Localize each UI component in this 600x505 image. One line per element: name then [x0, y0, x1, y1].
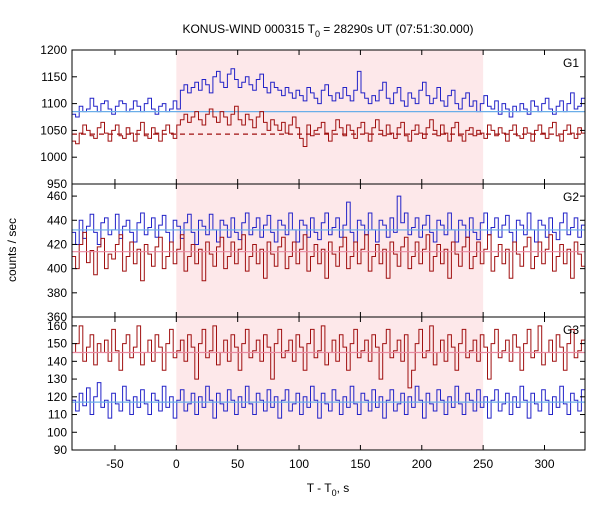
- y-tick-label: 400: [47, 262, 67, 276]
- y-tick-label: 1150: [41, 70, 67, 84]
- y-tick-label: 380: [47, 286, 67, 300]
- series-blue-line: [72, 195, 585, 245]
- y-tick-label: 440: [47, 213, 67, 227]
- y-tick-label: 120: [47, 390, 67, 404]
- series-red-line: [72, 105, 585, 147]
- panel-g1: 950 1000 1050 1100 1150 1200 G1: [40, 43, 586, 191]
- y-tick-label: 360: [47, 310, 67, 324]
- y-axis-label: counts / sec: [5, 218, 19, 282]
- x-tick-label: 200: [412, 457, 432, 471]
- y-tick-label: 160: [47, 319, 67, 333]
- y-tick-label: 150: [47, 337, 67, 351]
- y-tick-label: 90: [54, 443, 68, 457]
- panel-plot-area: [72, 68, 585, 147]
- panel-g2: 360 380 400 420 440 460 G2: [47, 183, 586, 324]
- x-tick-label: 0: [173, 457, 180, 471]
- series-red-line: [72, 231, 585, 282]
- y-tick-label: 130: [47, 372, 67, 386]
- panel-label: G1: [563, 56, 579, 70]
- y-tick-label: 460: [47, 189, 67, 203]
- panel-label: G3: [563, 323, 579, 337]
- x-tick-label: 50: [231, 457, 245, 471]
- panel-frame: [71, 316, 586, 451]
- series-blue-line: [72, 382, 585, 419]
- x-tick-label: 300: [534, 457, 554, 471]
- y-tick-label: 110: [48, 408, 67, 422]
- y-tick-label: 1000: [40, 150, 67, 164]
- highlight-region: [176, 50, 484, 184]
- panel-plot-area: [72, 195, 585, 282]
- series-red-line: [72, 325, 585, 389]
- x-tick-label: 250: [473, 457, 493, 471]
- y-tick-label: 950: [47, 177, 67, 191]
- highlight-region: [176, 184, 484, 317]
- panel-g3: 90 100 110 120 130 140 150 160 G3: [47, 316, 586, 457]
- y-tick-label: 140: [47, 354, 67, 368]
- panel-plot-area: [72, 325, 585, 419]
- x-tick-label: 150: [350, 457, 370, 471]
- series-blue-line: [72, 68, 585, 118]
- y-tick-label: 1050: [40, 123, 67, 137]
- panel-label: G2: [563, 190, 579, 204]
- y-tick-label: 420: [47, 237, 67, 251]
- chart-title: KONUS-WIND 000315 T0 = 28290s UT (07:51:…: [182, 22, 473, 39]
- x-tick-label: 100: [289, 457, 309, 471]
- x-axis-label: T - T0, s: [307, 481, 350, 498]
- panels-group: 95010001050110011501200G1360380400420440…: [40, 43, 586, 471]
- y-tick-label: 100: [47, 425, 67, 439]
- x-tick-label: -50: [106, 457, 124, 471]
- highlight-region: [176, 317, 484, 450]
- y-tick-label: 1200: [40, 43, 67, 57]
- y-tick-label: 1100: [41, 97, 67, 111]
